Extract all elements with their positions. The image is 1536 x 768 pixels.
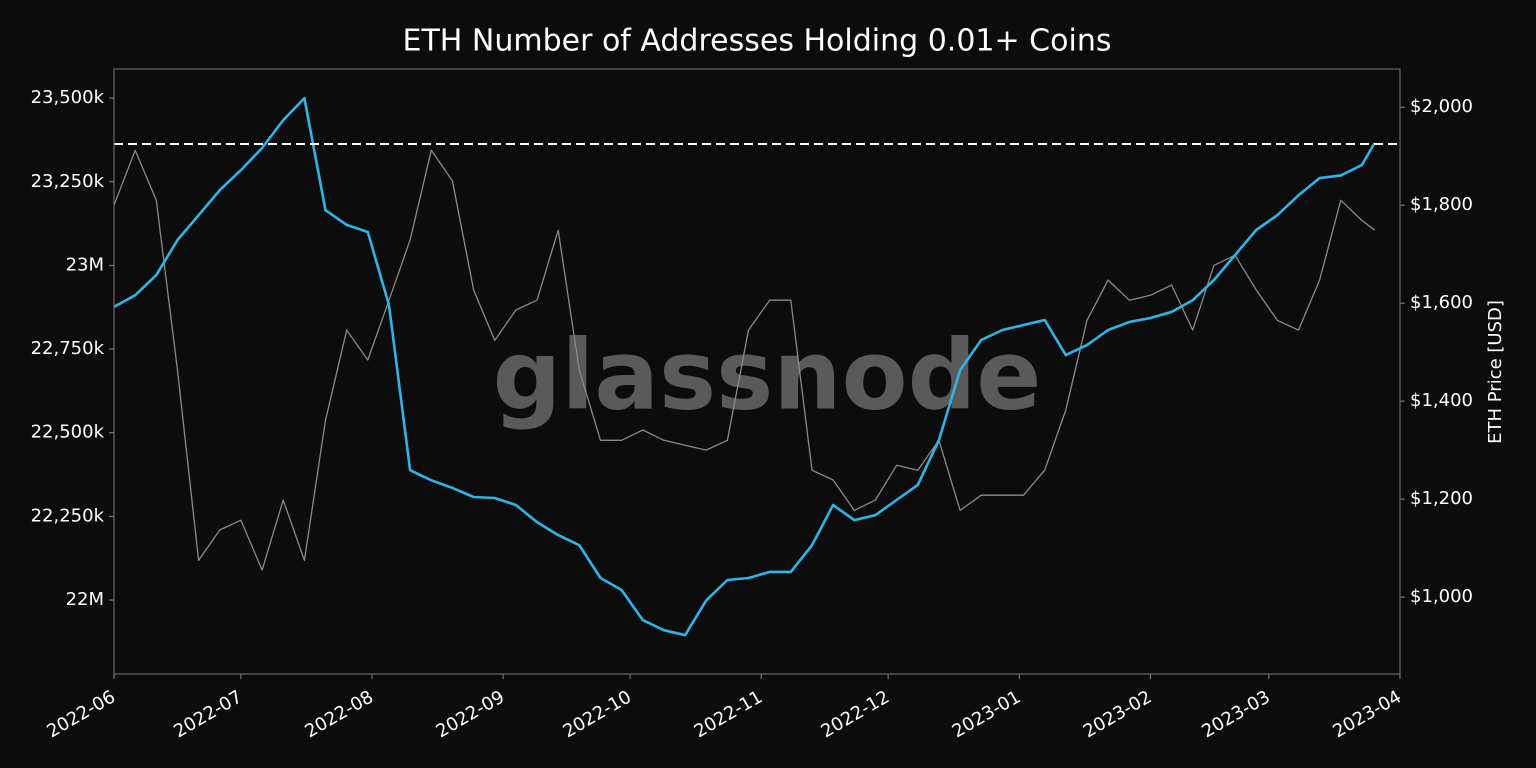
y2-tick-label: $2,000: [1410, 96, 1473, 117]
watermark: glassnode: [493, 319, 1042, 431]
y-tick-label: 22,250k: [31, 505, 105, 526]
y2-axis-label: ETH Price [USD]: [1485, 300, 1506, 444]
series-line: [113, 149, 1375, 571]
y-tick-label: 23,500k: [31, 87, 105, 108]
chart-title: ETH Number of Addresses Holding 0.01+ Co…: [403, 24, 1112, 59]
y2-tick-label: $1,200: [1410, 488, 1473, 509]
series-line: [113, 96, 1376, 637]
y-tick-label: 22,750k: [31, 338, 105, 359]
y-tick-label: 22M: [66, 589, 104, 610]
y-tick-label: 23,250k: [31, 171, 105, 192]
y-tick-label: 22,500k: [31, 422, 105, 443]
y2-tick-label: $1,400: [1410, 390, 1473, 411]
y-tick-label: 23M: [66, 254, 104, 275]
plot-frame: [113, 68, 1401, 675]
y2-tick-label: $1,800: [1410, 194, 1473, 215]
y2-tick-label: $1,600: [1410, 292, 1473, 313]
y2-tick-label: $1,000: [1410, 586, 1473, 607]
